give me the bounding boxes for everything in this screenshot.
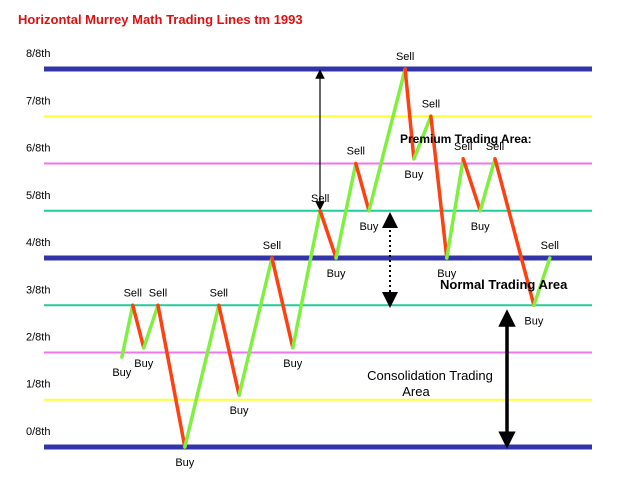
price-segment <box>183 303 221 449</box>
point-label: Buy <box>524 315 543 327</box>
point-label: Sell <box>422 98 440 110</box>
point-label: Buy <box>359 221 378 233</box>
price-segment <box>367 67 407 213</box>
price-segment <box>291 209 322 350</box>
point-label: Buy <box>112 367 131 379</box>
price-segment <box>412 114 433 161</box>
point-label: Buy <box>404 169 423 181</box>
point-label: Buy <box>283 358 302 370</box>
price-segment <box>318 209 338 260</box>
price-segment <box>131 303 146 350</box>
point-label: Buy <box>437 268 456 280</box>
point-label: Sell <box>347 146 365 158</box>
price-segment <box>217 303 241 397</box>
price-segment <box>429 114 449 260</box>
point-label: Buy <box>327 268 346 280</box>
price-segment <box>237 256 274 397</box>
point-label: Sell <box>263 240 281 252</box>
price-segment <box>445 157 465 260</box>
annotation: Premium Trading Area: <box>400 132 532 146</box>
price-segment <box>461 157 482 213</box>
y-tick-label: 5/8th <box>26 190 50 202</box>
point-label: Sell <box>311 193 329 205</box>
point-label: Buy <box>471 221 490 233</box>
price-segment <box>120 303 135 359</box>
point-label: Sell <box>486 141 504 153</box>
point-label: Buy <box>175 457 194 469</box>
price-segment <box>156 303 187 449</box>
price-segment <box>354 161 371 213</box>
price-segment <box>270 256 295 350</box>
annotation: Normal Trading Area <box>440 277 568 292</box>
point-label: Sell <box>454 141 472 153</box>
point-label: Buy <box>230 405 249 417</box>
point-label: Sell <box>124 287 142 299</box>
point-label: Buy <box>134 358 153 370</box>
price-segment <box>478 157 497 213</box>
price-segment <box>403 67 416 161</box>
price-segment <box>334 161 358 260</box>
point-label: Sell <box>210 287 228 299</box>
y-tick-label: 6/8th <box>26 143 50 155</box>
y-tick-label: 8/8th <box>26 48 50 60</box>
price-segment <box>493 157 536 308</box>
y-tick-label: 0/8th <box>26 426 50 438</box>
y-tick-label: 1/8th <box>26 379 50 391</box>
annotation: Consolidation Trading <box>367 368 493 383</box>
annotation: Area <box>402 384 430 399</box>
y-tick-label: 2/8th <box>26 331 50 343</box>
chart-title: Horizontal Murrey Math Trading Lines tm … <box>18 12 303 27</box>
y-tick-label: 3/8th <box>26 284 50 296</box>
y-tick-label: 4/8th <box>26 237 50 249</box>
point-label: Sell <box>149 287 167 299</box>
point-label: Sell <box>541 240 559 252</box>
y-tick-label: 7/8th <box>26 95 50 107</box>
price-segment <box>532 256 552 308</box>
price-segment <box>141 303 160 350</box>
point-label: Sell <box>396 51 414 63</box>
